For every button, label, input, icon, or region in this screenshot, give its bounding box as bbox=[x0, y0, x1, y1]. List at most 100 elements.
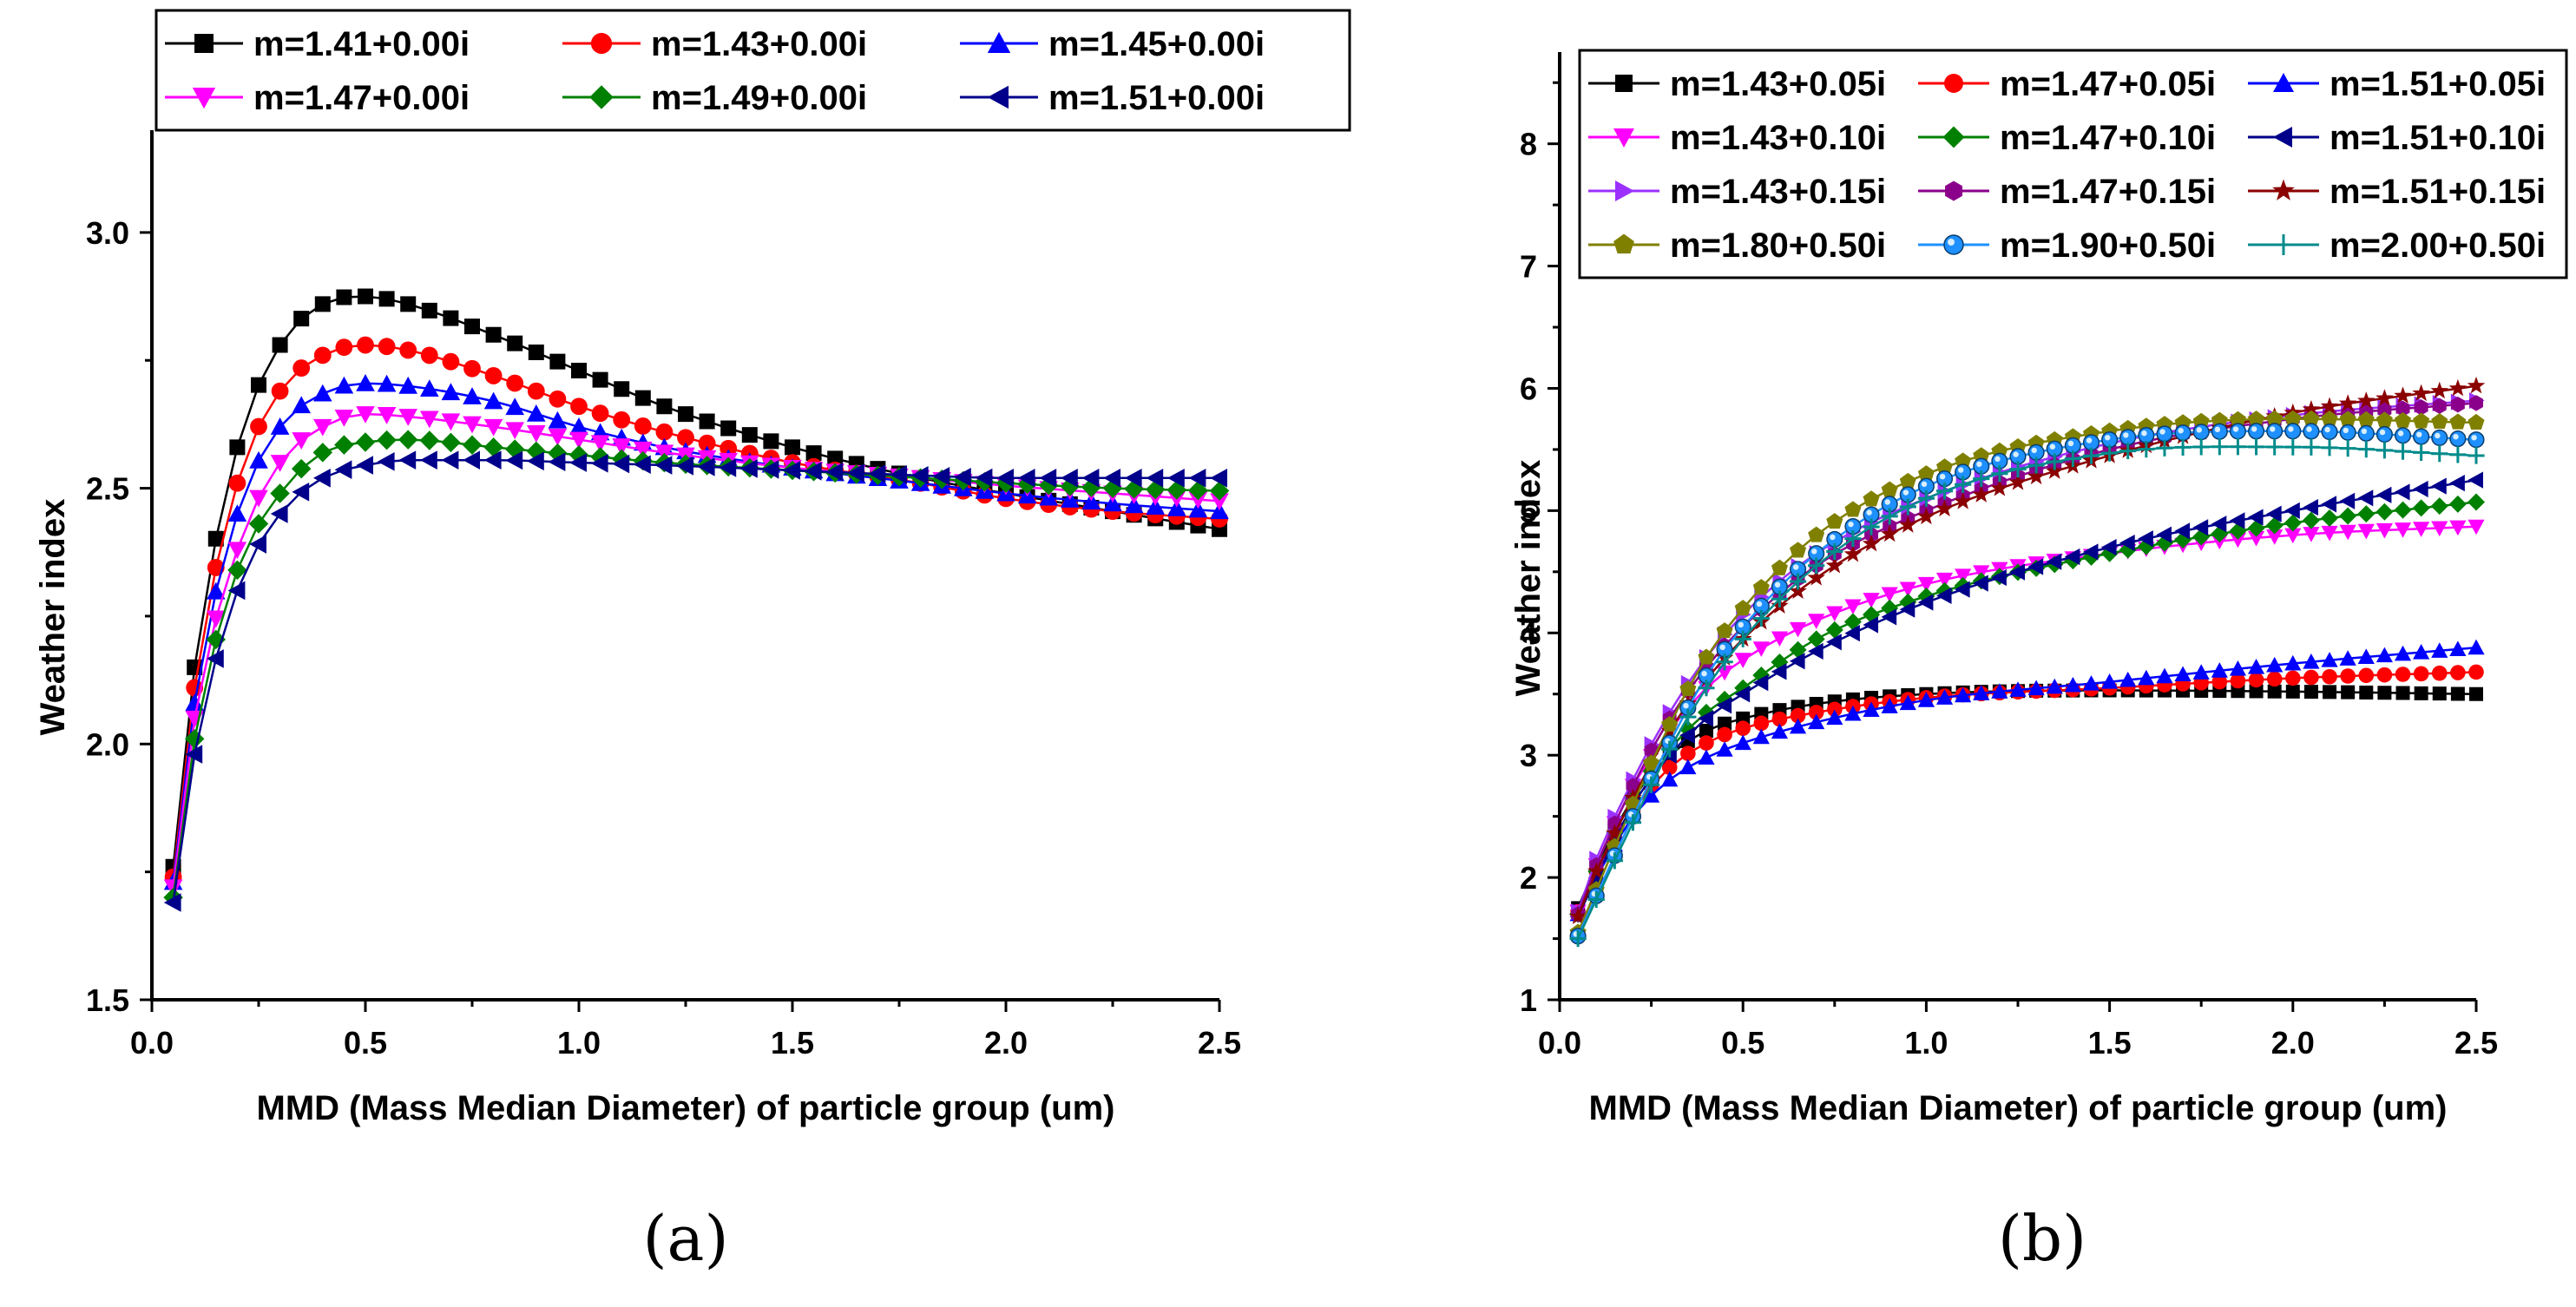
legend-marker bbox=[1615, 181, 1634, 201]
data-point-2-12 bbox=[420, 379, 439, 397]
legend-entry: m=1.43+0.00i bbox=[562, 25, 867, 63]
data-point-5-19 bbox=[569, 453, 587, 472]
data-point-10-13-highlight bbox=[1811, 548, 1817, 555]
data-point-3-9 bbox=[356, 406, 375, 424]
data-point-11-44 bbox=[2376, 442, 2393, 459]
data-point-2-19 bbox=[1917, 692, 1935, 707]
data-point-5-3 bbox=[227, 581, 246, 601]
data-point-1-49 bbox=[2468, 664, 2484, 680]
data-point-5-42 bbox=[1061, 469, 1078, 488]
data-point-8-14 bbox=[1825, 555, 1844, 574]
data-point-1-26 bbox=[720, 439, 738, 457]
data-point-10-6-highlight bbox=[1683, 702, 1689, 709]
data-point-3-12 bbox=[1789, 621, 1807, 638]
data-point-10-45 bbox=[2394, 427, 2412, 444]
data-point-5-37 bbox=[954, 467, 971, 487]
data-point-5-47 bbox=[2431, 477, 2447, 495]
x-tick-label: 2.0 bbox=[2271, 1025, 2315, 1061]
data-point-10-49-highlight bbox=[2471, 435, 2477, 441]
data-point-11-43 bbox=[2357, 441, 2375, 458]
data-point-0-23 bbox=[656, 398, 673, 415]
data-point-3-15 bbox=[483, 418, 503, 437]
data-point-0-8 bbox=[1718, 716, 1732, 731]
data-point-5-25 bbox=[2027, 558, 2044, 575]
data-point-0-30 bbox=[805, 445, 822, 462]
data-point-11-47 bbox=[2431, 445, 2448, 463]
data-point-4-39 bbox=[2284, 514, 2302, 532]
data-point-1-3 bbox=[228, 474, 246, 492]
data-point-5-18 bbox=[548, 452, 566, 472]
legend-label: m=1.47+0.15i bbox=[2000, 173, 2216, 211]
data-point-11-32 bbox=[2156, 439, 2173, 456]
data-point-5-43 bbox=[2357, 489, 2374, 507]
data-point-3-40 bbox=[2303, 527, 2320, 542]
x-axis-title: MMD (Mass Median Diameter) of particle g… bbox=[257, 1089, 1115, 1127]
data-point-5-14 bbox=[1826, 634, 1842, 651]
data-point-11-41 bbox=[2321, 439, 2338, 456]
data-point-9-6 bbox=[1679, 680, 1697, 697]
data-point-5-27 bbox=[740, 459, 758, 478]
data-point-0-10 bbox=[378, 291, 395, 307]
data-point-10-21-highlight bbox=[1958, 467, 1964, 473]
data-point-2-5 bbox=[1661, 771, 1679, 787]
data-point-3-10 bbox=[1752, 641, 1770, 657]
data-point-4-38 bbox=[2265, 516, 2284, 535]
data-point-5-21 bbox=[612, 454, 630, 474]
data-point-1-23 bbox=[655, 423, 674, 441]
y-axis-title: Weather index bbox=[34, 499, 72, 736]
data-point-1-10 bbox=[378, 338, 396, 356]
data-point-2-31 bbox=[2138, 669, 2155, 686]
y-tick-label: 3.0 bbox=[86, 215, 129, 251]
data-point-0-9 bbox=[358, 288, 373, 305]
data-point-9-12 bbox=[1790, 542, 1807, 558]
data-point-10-24-highlight bbox=[2013, 451, 2019, 457]
data-point-2-44 bbox=[2376, 647, 2393, 663]
y-tick-label: 2.5 bbox=[86, 471, 129, 507]
data-point-2-44 bbox=[1103, 494, 1122, 512]
data-point-10-48 bbox=[2449, 430, 2467, 448]
data-point-2-9 bbox=[1734, 734, 1751, 751]
data-point-9-22 bbox=[1973, 447, 1990, 463]
data-point-2-35 bbox=[2211, 662, 2228, 678]
data-point-11-4 bbox=[1643, 776, 1660, 793]
data-point-7-47 bbox=[2432, 397, 2447, 414]
legend-label: m=1.43+0.05i bbox=[1670, 65, 1886, 103]
data-point-3-36 bbox=[2229, 532, 2247, 548]
data-point-3-16 bbox=[505, 422, 524, 440]
data-point-1-6 bbox=[1680, 745, 1696, 761]
data-point-0-20 bbox=[592, 371, 608, 388]
data-point-5-40 bbox=[2303, 498, 2318, 516]
legend-entry: m=1.47+0.05i bbox=[1918, 65, 2216, 103]
data-point-10-22-highlight bbox=[1976, 461, 1982, 468]
data-point-5-4 bbox=[249, 535, 266, 554]
data-point-10-40 bbox=[2303, 423, 2320, 440]
x-tick-label: 0.0 bbox=[1538, 1025, 1581, 1061]
y-tick-label: 4 bbox=[1520, 615, 1537, 651]
data-point-1-13 bbox=[1808, 705, 1824, 720]
data-point-0-7 bbox=[1699, 724, 1713, 739]
data-point-5-36 bbox=[2229, 512, 2245, 529]
data-point-0-16 bbox=[507, 335, 523, 351]
data-point-2-14 bbox=[1826, 709, 1843, 726]
legend-marker bbox=[2273, 127, 2292, 148]
data-point-5-33 bbox=[2174, 522, 2191, 540]
data-point-10-11-highlight bbox=[1774, 581, 1781, 588]
data-point-11-10 bbox=[1752, 609, 1770, 627]
data-point-11-33 bbox=[2174, 438, 2192, 456]
data-point-8-13 bbox=[1807, 568, 1825, 586]
data-point-2-48 bbox=[2449, 640, 2467, 657]
data-point-3-21 bbox=[612, 438, 631, 456]
data-point-2-29 bbox=[2101, 673, 2119, 689]
data-point-5-32 bbox=[2156, 526, 2172, 543]
data-point-2-47 bbox=[2431, 642, 2448, 658]
data-point-10-23-highlight bbox=[1994, 456, 2001, 463]
legend-label: m=1.43+0.00i bbox=[651, 25, 867, 63]
x-tick-label: 1.0 bbox=[1904, 1025, 1948, 1061]
data-point-2-8 bbox=[1716, 741, 1733, 757]
data-point-2-13 bbox=[1808, 713, 1825, 730]
data-point-3-41 bbox=[2321, 525, 2338, 542]
data-point-5-6 bbox=[292, 483, 310, 502]
data-point-5-48 bbox=[1188, 469, 1206, 488]
data-point-5-7 bbox=[1698, 710, 1713, 727]
legend-marker bbox=[1943, 234, 1964, 255]
